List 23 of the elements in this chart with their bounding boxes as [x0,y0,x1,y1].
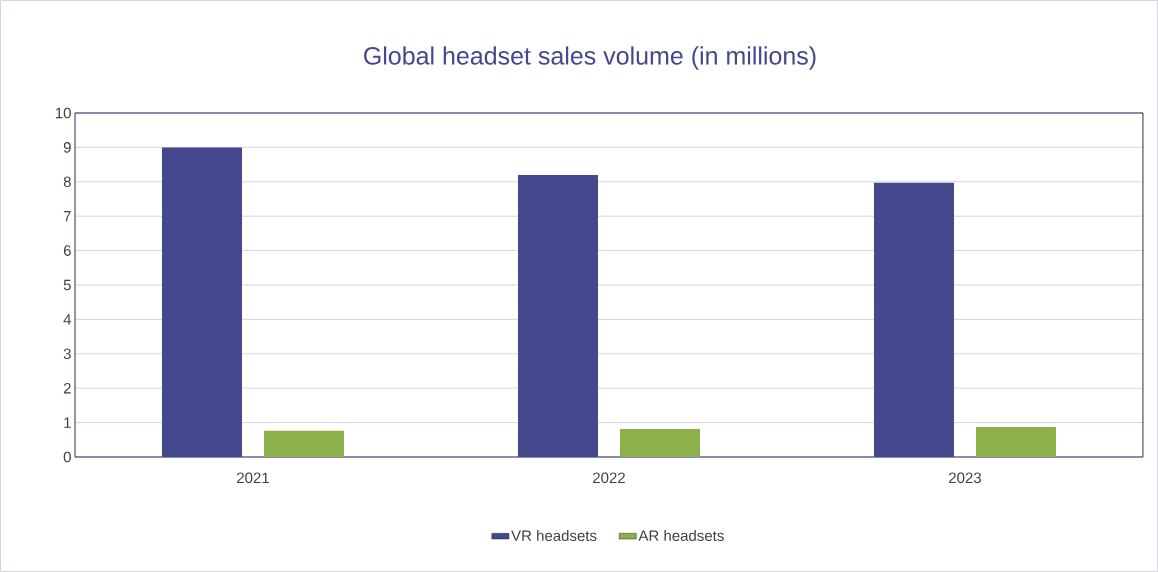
y-tick-label: 6 [63,245,71,256]
y-tick-label: 4 [63,314,72,325]
legend-label: VR headsets [511,529,597,541]
y-tick-label: 3 [63,348,71,360]
bar [873,182,954,457]
bar [619,429,700,457]
legend-label: AR headsets [638,529,724,541]
bar [162,147,243,457]
y-tick-label: 7 [63,211,71,222]
bar [264,430,345,457]
x-tick-label: 2021 [237,472,269,484]
y-tick-label: 10 [55,107,71,119]
y-tick-label: 9 [63,142,71,153]
x-tick-label: 2023 [949,472,981,484]
y-tick-label: 2 [63,382,71,394]
y-tick-label: 8 [63,176,71,188]
y-tick-label: 5 [63,279,71,291]
x-tick-label: 2022 [593,472,625,484]
y-tick-label: 1 [64,417,71,428]
bar [517,174,598,457]
bar [975,427,1056,457]
chart-title: Global headset sales volume (in millions) [364,46,816,70]
y-tick-label: 0 [63,451,71,463]
